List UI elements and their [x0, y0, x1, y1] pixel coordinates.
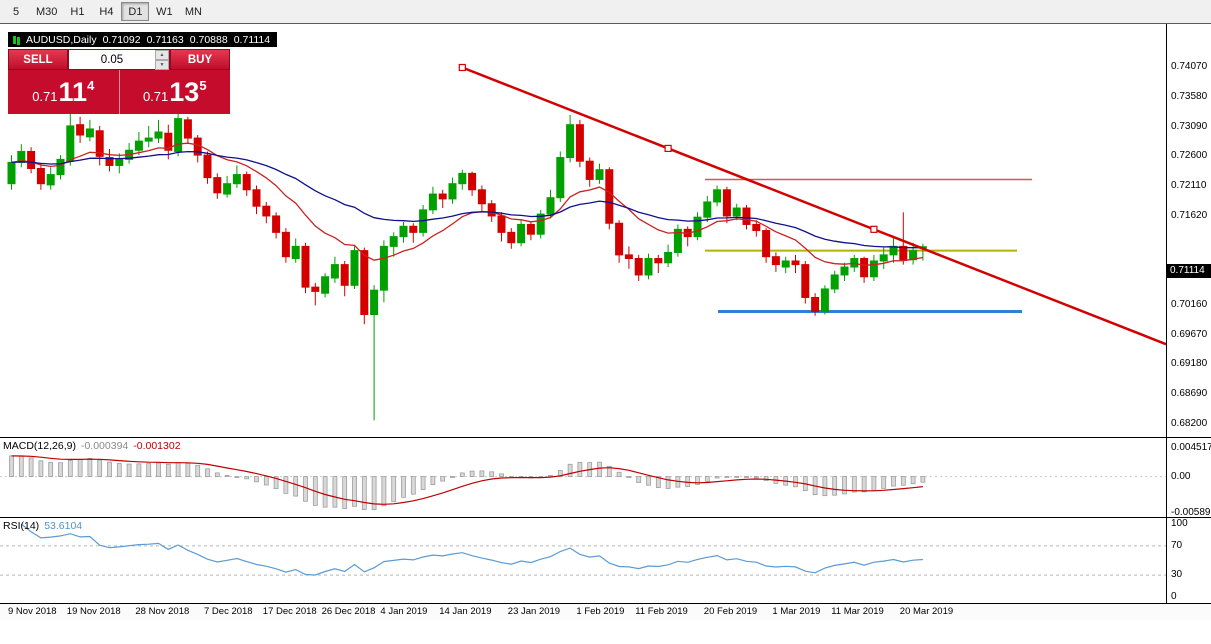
- price-axis-label: 0.74070: [1171, 60, 1208, 72]
- date-label: 20 Feb 2019: [703, 606, 758, 617]
- rsi-axis-label: 30: [1171, 569, 1183, 581]
- macd-header: MACD(12,26,9) -0.000394 -0.001302: [3, 440, 181, 452]
- price-axis-label: 0.72600: [1171, 150, 1208, 162]
- volume-down-button[interactable]: ▼: [155, 60, 169, 70]
- sell-price-point: 4: [87, 77, 95, 93]
- timeframe-button-mn[interactable]: MN: [179, 2, 208, 21]
- macd-canvas[interactable]: [0, 438, 1166, 517]
- rsi-axis-label: 0: [1171, 591, 1177, 602]
- date-label: 26 Dec 2018: [321, 606, 376, 617]
- buy-price-point: 5: [199, 77, 207, 93]
- price-axis-label: 0.71620: [1171, 209, 1208, 221]
- volume-spinner: ▲ ▼: [155, 50, 169, 70]
- trendline: [458, 63, 1166, 346]
- date-label: 14 Jan 2019: [439, 606, 492, 617]
- date-label: 1 Feb 2019: [576, 606, 625, 617]
- timeframe-button-h1[interactable]: H1: [63, 2, 92, 21]
- date-label: 4 Jan 2019: [380, 606, 428, 617]
- timeframe-toolbar: 5 M30 H1 H4 D1 W1 MN: [0, 0, 1211, 24]
- macd-axis-label: 0.00: [1171, 470, 1191, 482]
- volume-input[interactable]: 0.05: [100, 53, 124, 66]
- ohlc-open: 0.71092: [102, 33, 141, 46]
- rsi-title: RSI(14): [3, 520, 40, 532]
- price-axis-label: 0.73090: [1171, 120, 1208, 132]
- macd-axis-label: -0.005899: [1171, 507, 1211, 519]
- date-label: 11 Feb 2019: [635, 606, 688, 617]
- price-divider: [118, 70, 120, 114]
- macd-histogram: [9, 455, 926, 511]
- moving-averages: [11, 142, 924, 266]
- candles-layer: [7, 113, 927, 421]
- chart-symbol-label: AUDUSD,Daily: [26, 33, 97, 46]
- rsi-panel[interactable]: RSI(14) 53.6104 100 70 30 0: [0, 518, 1211, 604]
- macd-main-value: -0.000394: [80, 440, 129, 452]
- horizontal-lines: [705, 178, 1032, 313]
- price-axis-label: 0.68690: [1171, 388, 1208, 400]
- macd-title: MACD(12,26,9): [3, 440, 76, 452]
- date-label: 20 Mar 2019: [899, 606, 954, 617]
- rsi-header: RSI(14) 53.6104: [3, 520, 82, 532]
- timeframe-button-d1[interactable]: D1: [121, 2, 150, 21]
- timeframe-button-h4[interactable]: H4: [92, 2, 121, 21]
- date-label: 23 Jan 2019: [507, 606, 561, 617]
- price-axis: 0.74070 0.73580 0.73090 0.72600 0.72110 0.716…: [1166, 24, 1211, 437]
- macd-panel[interactable]: MACD(12,26,9) -0.000394 -0.001302 0.004517…: [0, 438, 1211, 518]
- date-label: 1 Mar 2019: [772, 606, 821, 617]
- macd-axis: 0.004517 0.00 -0.005899: [1166, 438, 1211, 519]
- chart-ohlc-header: AUDUSD,Daily 0.71092 0.71163 0.70888 0.7…: [8, 32, 278, 47]
- price-axis-label: 0.73580: [1171, 90, 1208, 102]
- timeframe-button-w1[interactable]: W1: [150, 2, 179, 21]
- timeframe-button-m30[interactable]: M30: [31, 2, 63, 21]
- price-axis-label: 0.70160: [1171, 298, 1208, 310]
- price-chart-canvas[interactable]: [0, 24, 1166, 438]
- buy-price-major: 0.71: [142, 88, 169, 104]
- rsi-line: [20, 523, 923, 576]
- date-label: 9 Nov 2018: [8, 606, 57, 617]
- rsi-canvas[interactable]: [0, 518, 1166, 603]
- sell-price-display[interactable]: 0.71 11 4: [8, 70, 119, 114]
- ohlc-high: 0.71163: [146, 33, 184, 46]
- price-axis-label: 0.69180: [1171, 358, 1208, 370]
- price-axis-label: 0.69670: [1171, 328, 1208, 340]
- price-axis-label: 0.72110: [1171, 180, 1207, 192]
- rsi-axis-label: 70: [1171, 539, 1183, 551]
- volume-up-button[interactable]: ▲: [155, 50, 169, 60]
- macd-signal-line: [11, 455, 923, 505]
- date-label: 11 Mar 2019: [831, 606, 884, 617]
- rsi-axis: 100 70 30 0: [1166, 518, 1211, 603]
- macd-axis-label: 0.004517: [1171, 442, 1211, 454]
- one-click-trading-widget: SELL 0.05 ▲ ▼ BUY 0.71 11 4 0.71 13 5: [8, 49, 230, 114]
- price-chart-panel[interactable]: AUDUSD,Daily 0.71092 0.71163 0.70888 0.7…: [0, 24, 1211, 438]
- date-label: 17 Dec 2018: [262, 606, 317, 617]
- ohlc-close: 0.71114: [233, 33, 271, 46]
- price-axis-label: 0.68200: [1171, 418, 1208, 429]
- date-axis: 9 Nov 2018 19 Nov 2018 28 Nov 2018 7 Dec 20…: [0, 604, 1211, 620]
- rsi-axis-label: 100: [1171, 518, 1188, 529]
- timeframe-button-5[interactable]: 5: [2, 2, 30, 21]
- volume-box: 0.05 ▲ ▼: [68, 49, 170, 70]
- buy-price-pips: 13: [169, 76, 200, 107]
- date-label: 7 Dec 2018: [204, 606, 253, 617]
- date-label: 19 Nov 2018: [66, 606, 121, 617]
- ohlc-low: 0.70888: [189, 33, 228, 46]
- current-price-box: 0.71114: [1167, 263, 1211, 278]
- macd-signal-value: -0.001302: [133, 440, 181, 452]
- candlestick-icon: [13, 35, 16, 44]
- date-axis-corner: [1166, 604, 1211, 620]
- date-label: 28 Nov 2018: [135, 606, 190, 617]
- rsi-value: 53.6104: [44, 520, 83, 532]
- buy-price-display[interactable]: 0.71 13 5: [120, 70, 231, 114]
- sell-button[interactable]: SELL: [8, 49, 68, 70]
- buy-button[interactable]: BUY: [170, 49, 230, 70]
- sell-price-major: 0.71: [32, 88, 58, 104]
- sell-price-pips: 11: [58, 76, 88, 107]
